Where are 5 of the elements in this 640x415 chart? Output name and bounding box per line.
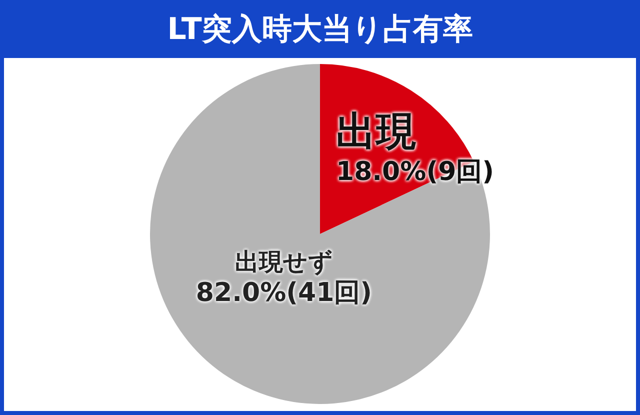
slice-label: 出現せず bbox=[234, 248, 334, 277]
data-label: 82.0%(41回) bbox=[194, 276, 374, 310]
slice-label: 出現 bbox=[336, 108, 417, 156]
data-label: 18.0%(9回) bbox=[336, 156, 496, 189]
chart-title: LT突入時大当り占有率 bbox=[166, 10, 474, 48]
